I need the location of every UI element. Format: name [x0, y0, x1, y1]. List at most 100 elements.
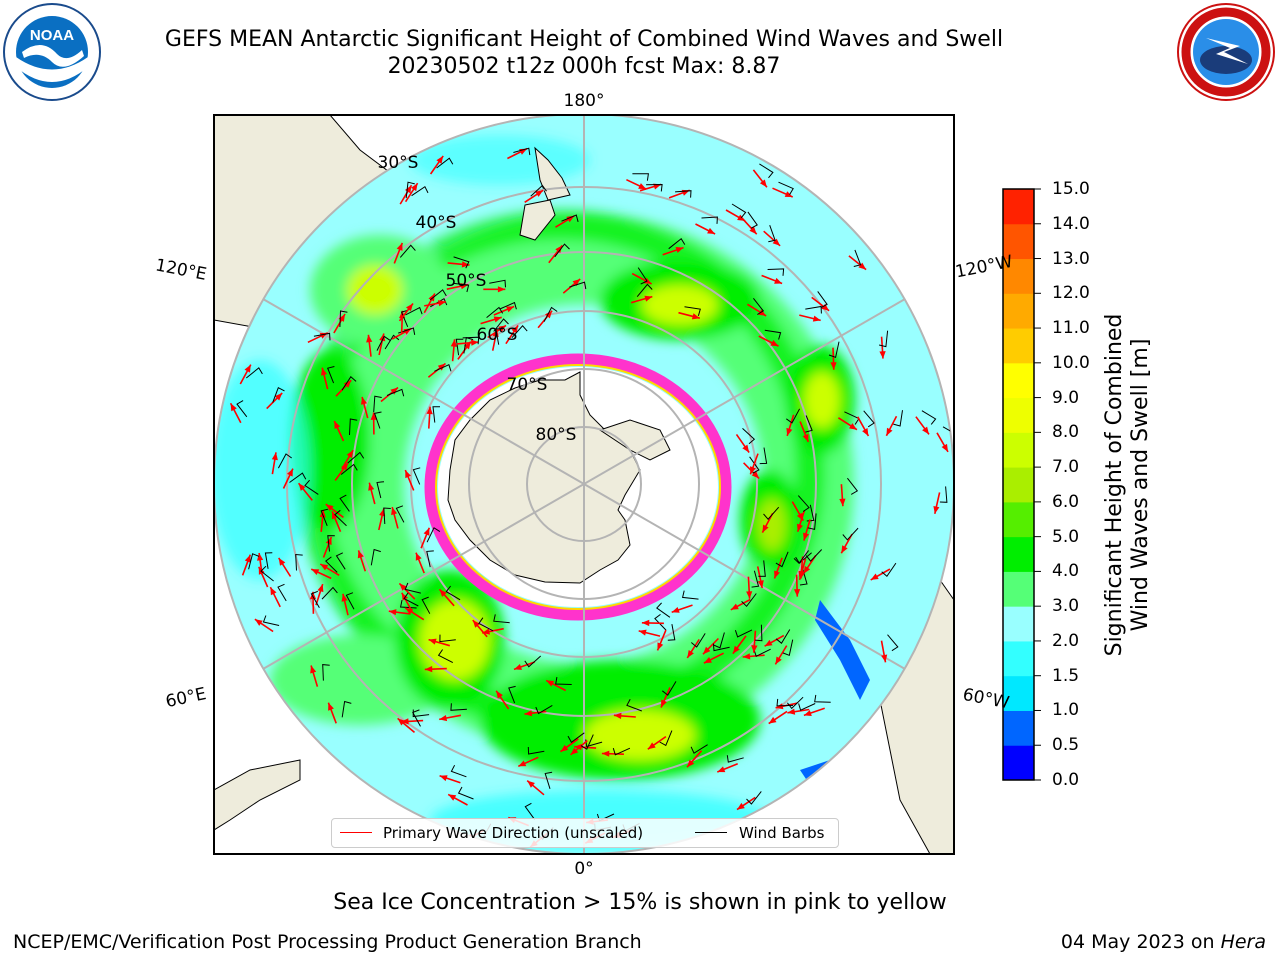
wave-direction-arrowhead — [472, 620, 480, 628]
wave-direction-arrowhead — [320, 564, 329, 571]
wind-barb — [793, 550, 809, 565]
wave-direction-arrowhead — [922, 426, 929, 435]
wind-barb — [753, 297, 765, 315]
colorbar-band — [1003, 189, 1034, 225]
lon-label-180: 180° — [564, 91, 605, 111]
wave-direction-arrowhead — [802, 433, 809, 442]
wind-barb — [383, 507, 391, 525]
wave-direction-arrowhead — [439, 715, 448, 722]
colorbar-band — [1003, 606, 1034, 642]
wind-barb — [395, 505, 405, 523]
wind-barb — [495, 328, 503, 345]
wind-barb — [405, 181, 415, 199]
wave-direction-arrowhead — [862, 428, 869, 436]
wave-direction-arrowhead — [675, 247, 684, 253]
footer-date-text: 04 May 2023 on — [1060, 931, 1221, 953]
wind-barb — [322, 664, 330, 681]
wind-barb — [656, 602, 671, 618]
wind-barb — [426, 527, 441, 543]
colorbar-label-line1: Significant Height of Combined — [1102, 313, 1127, 657]
colorbar-band — [1003, 571, 1034, 607]
wave-direction-arrowhead — [775, 656, 782, 665]
wind-barb — [713, 632, 725, 649]
wind-barb — [807, 513, 817, 531]
wind-barb — [313, 332, 331, 341]
wave-direction-arrowhead — [839, 498, 846, 507]
wind-barb — [939, 486, 948, 503]
wave-direction-arrowhead — [254, 619, 263, 626]
wind-barb — [814, 694, 831, 703]
wind-barb — [248, 553, 260, 570]
colorbar — [1003, 188, 1041, 781]
wind-barb — [335, 552, 346, 570]
wind-barb — [295, 553, 303, 571]
wave-direction-arrowhead — [566, 215, 575, 223]
wind-barb — [339, 494, 350, 512]
wind-barb — [327, 535, 335, 552]
wind-barb — [786, 408, 801, 424]
wind-barb — [341, 376, 357, 391]
wave-direction-arrowhead — [703, 646, 711, 655]
wind-barb — [759, 447, 768, 465]
wind-barb — [405, 306, 423, 316]
wave-direction-arrowhead — [870, 573, 879, 580]
wave-direction-arrowhead — [436, 155, 444, 164]
wind-barb — [763, 506, 780, 520]
wave-direction-arrowhead — [518, 760, 527, 767]
wave-direction-arrowhead — [574, 744, 582, 751]
wind-barb — [726, 755, 744, 763]
wind-barb — [632, 173, 649, 181]
lon-label-60e: 60°E — [164, 684, 208, 712]
wave-direction-arrowhead — [647, 742, 656, 750]
wind-barb — [404, 582, 421, 594]
wave-direction-arrowhead — [830, 362, 837, 370]
lat-label-80s: 80°S — [536, 425, 577, 445]
wave-direction-arrowhead — [555, 245, 563, 254]
colorbar-tick-label: 0.0 — [1052, 770, 1080, 790]
wave-direction-arrowhead — [278, 557, 286, 566]
wind-barb — [325, 556, 338, 573]
wave-direction-arrowhead — [750, 466, 756, 475]
wind-barb — [400, 309, 409, 327]
wave-direction-arrowhead — [613, 712, 622, 719]
wind-barb — [236, 400, 248, 418]
wave-direction-arrowhead — [730, 603, 739, 610]
wave-direction-arrowhead — [411, 183, 418, 192]
wind-barb — [701, 216, 718, 224]
wind-barb — [320, 508, 329, 526]
colorbar-band — [1003, 536, 1034, 572]
wave-direction-arrowhead — [601, 750, 610, 757]
wave-direction-arrowhead — [742, 653, 751, 660]
wave-direction-arrowhead — [428, 638, 437, 645]
wind-barb — [245, 367, 263, 379]
wave-direction-arrowhead — [244, 554, 251, 563]
wave-direction-arrowhead — [643, 277, 652, 284]
wind-barb — [339, 310, 348, 328]
colorbar-band — [1003, 328, 1034, 364]
wind-barb — [341, 700, 352, 718]
wave-direction-arrowhead — [244, 364, 251, 373]
wind-barb — [334, 509, 347, 527]
wind-barb — [782, 639, 794, 656]
wave-direction-arrowhead — [426, 406, 433, 415]
wind-barb — [277, 453, 292, 469]
colorbar-tick-label: 14.0 — [1052, 213, 1090, 234]
wind-barb — [805, 549, 823, 562]
wind-barb — [349, 418, 358, 436]
wave-direction-arrowhead — [438, 300, 446, 307]
wind-barb — [681, 590, 699, 600]
colorbar-band — [1003, 432, 1034, 468]
wave-direction-arrowhead — [388, 609, 397, 616]
wave-direction-arrowhead — [511, 325, 519, 334]
footer-host: Hera — [1220, 931, 1266, 953]
colorbar-tick-label: 11.0 — [1052, 318, 1090, 339]
wave-direction-arrowhead — [361, 396, 367, 405]
wave-direction-arrowhead — [368, 482, 375, 491]
wave-direction-arrowhead — [638, 183, 647, 190]
land-africa — [214, 759, 301, 831]
wave-direction-arrowhead — [717, 766, 726, 773]
wind-barb — [262, 615, 280, 626]
wind-barb — [787, 696, 804, 710]
wave-direction-arrowhead — [424, 666, 433, 673]
